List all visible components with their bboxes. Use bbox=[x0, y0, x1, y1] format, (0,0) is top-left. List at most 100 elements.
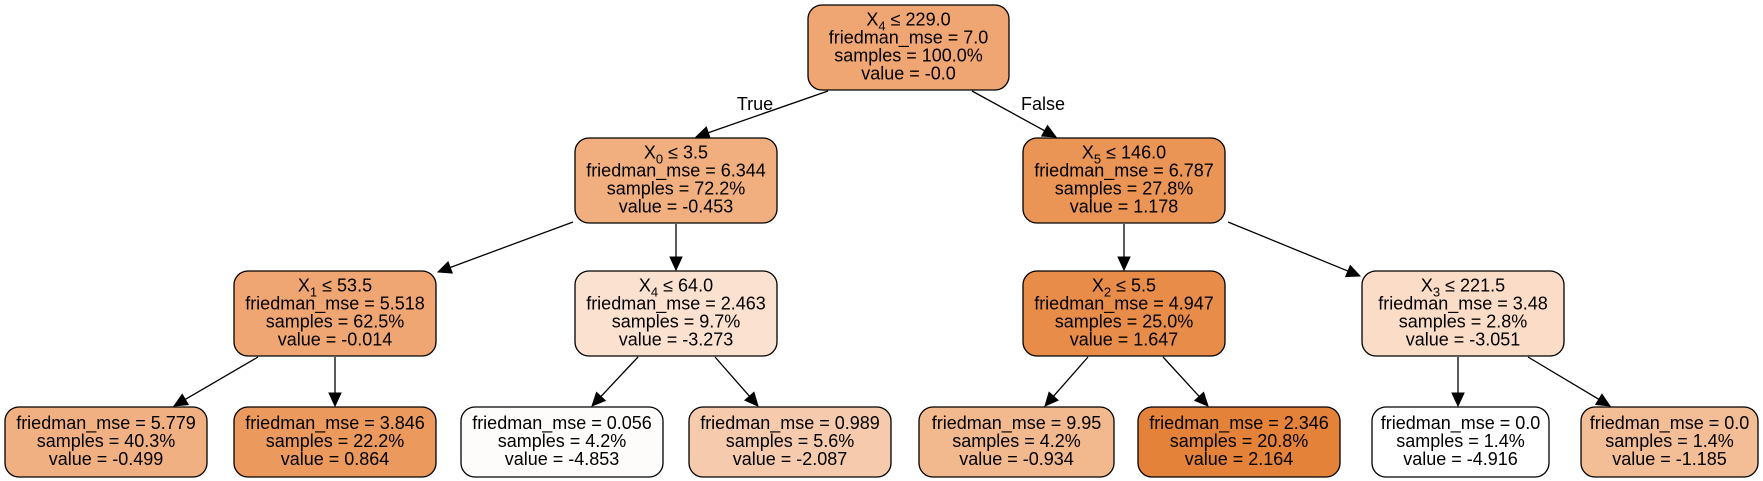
arrowhead-icon bbox=[669, 256, 683, 272]
node-stat-line: samples = 1.4% bbox=[1605, 431, 1734, 451]
arrowhead-icon bbox=[1044, 391, 1060, 407]
arrowhead-icon bbox=[1594, 393, 1612, 407]
edges-layer: True False bbox=[172, 90, 1612, 408]
edge-n8-n9 bbox=[1117, 224, 1131, 272]
node-stat-line: samples = 100.0% bbox=[834, 46, 983, 66]
node-stat-line: value = -0.0 bbox=[861, 64, 956, 84]
node-stat-line: friedman_mse = 0.989 bbox=[700, 413, 880, 434]
arrowhead-icon bbox=[436, 260, 454, 274]
node-stat-line: samples = 9.7% bbox=[612, 312, 741, 332]
node-stat-line: value = 1.647 bbox=[1070, 330, 1179, 350]
edge-label: True bbox=[737, 94, 773, 114]
node-stat-line: value = -3.051 bbox=[1406, 330, 1521, 350]
split-condition: X2 ≤ 5.5 bbox=[1092, 276, 1156, 300]
split-condition: X4 ≤ 229.0 bbox=[866, 10, 950, 34]
edge-n9-n10 bbox=[1044, 356, 1089, 407]
node-box bbox=[1022, 137, 1226, 224]
node-stat-line: friedman_mse = 4.947 bbox=[1034, 294, 1214, 315]
node-box bbox=[4, 406, 208, 478]
node-box bbox=[233, 406, 437, 478]
edge-line bbox=[1162, 356, 1200, 397]
node-box bbox=[233, 270, 437, 357]
edge-line bbox=[184, 356, 259, 401]
node-stat-line: value = 1.178 bbox=[1070, 197, 1179, 217]
node-stat-line: samples = 5.6% bbox=[726, 431, 855, 451]
edge-n2-n3 bbox=[172, 356, 259, 407]
node-stat-line: samples = 20.8% bbox=[1170, 431, 1309, 451]
node-box bbox=[1371, 406, 1550, 478]
edge-n2-n4 bbox=[328, 357, 342, 408]
node-box bbox=[1580, 406, 1759, 478]
arrowhead-icon bbox=[1193, 391, 1209, 407]
edge-line bbox=[971, 90, 1045, 132]
node-stat-line: friedman_mse = 0.0 bbox=[1590, 413, 1750, 434]
node-box bbox=[1361, 270, 1565, 357]
node-stat-line: value = -4.916 bbox=[1403, 449, 1518, 469]
split-condition: X4 ≤ 64.0 bbox=[639, 276, 713, 300]
node-box bbox=[807, 4, 1010, 91]
edge-n0-n8: False bbox=[971, 90, 1065, 138]
arrowhead-icon bbox=[743, 391, 759, 407]
edge-n5-n7 bbox=[714, 356, 759, 407]
node-stat-line: friedman_mse = 5.518 bbox=[245, 294, 425, 315]
edge-n1-n2 bbox=[436, 221, 574, 274]
node-stat-line: friedman_mse = 7.0 bbox=[829, 28, 989, 49]
node-stat-line: friedman_mse = 0.0 bbox=[1381, 413, 1541, 434]
edge-label: False bbox=[1021, 94, 1065, 114]
edge-n1-n5 bbox=[669, 224, 683, 272]
node-stat-line: samples = 22.2% bbox=[266, 431, 405, 451]
node-stat-line: samples = 4.2% bbox=[952, 431, 1081, 451]
node-stat-line: samples = 4.2% bbox=[498, 431, 627, 451]
edge-line bbox=[1227, 221, 1349, 272]
node-stat-line: samples = 72.2% bbox=[607, 179, 746, 199]
split-condition: X1 ≤ 53.5 bbox=[298, 276, 372, 300]
arrowhead-icon bbox=[172, 393, 190, 407]
edge-n12-n13 bbox=[1451, 357, 1465, 408]
node-stat-line: friedman_mse = 2.463 bbox=[586, 294, 766, 315]
arrowhead-icon bbox=[591, 391, 607, 407]
arrowhead-icon bbox=[328, 392, 342, 408]
node-stat-line: friedman_mse = 6.787 bbox=[1034, 161, 1214, 182]
node-stat-line: value = -0.934 bbox=[959, 449, 1074, 469]
arrowhead-icon bbox=[1040, 124, 1058, 138]
split-condition: X0 ≤ 3.5 bbox=[644, 143, 708, 167]
node-stat-line: samples = 62.5% bbox=[266, 312, 405, 332]
node-box bbox=[574, 270, 778, 357]
node-stat-line: value = 0.864 bbox=[281, 449, 390, 469]
edge-n5-n6 bbox=[591, 356, 639, 407]
edge-line bbox=[708, 90, 829, 134]
node-stat-line: value = -2.087 bbox=[733, 449, 848, 469]
node-stat-line: friedman_mse = 3.48 bbox=[1378, 294, 1548, 315]
node-box bbox=[1137, 406, 1341, 478]
node-stat-line: friedman_mse = 0.056 bbox=[472, 413, 652, 434]
node-stat-line: friedman_mse = 5.779 bbox=[16, 413, 196, 434]
node-stat-line: samples = 40.3% bbox=[37, 431, 176, 451]
arrowhead-icon bbox=[1117, 256, 1131, 272]
node-box bbox=[918, 406, 1115, 478]
split-condition: X5 ≤ 146.0 bbox=[1082, 143, 1166, 167]
node-box bbox=[574, 137, 778, 224]
arrowhead-icon bbox=[1451, 392, 1465, 408]
edge-n12-n14 bbox=[1527, 356, 1612, 407]
edge-line bbox=[600, 356, 639, 397]
node-stat-line: samples = 25.0% bbox=[1055, 312, 1194, 332]
edge-line bbox=[714, 356, 750, 397]
edge-line bbox=[449, 221, 574, 269]
node-stat-line: value = -0.499 bbox=[49, 449, 164, 469]
edge-line bbox=[1053, 356, 1089, 397]
node-stat-line: value = -0.014 bbox=[278, 330, 393, 350]
